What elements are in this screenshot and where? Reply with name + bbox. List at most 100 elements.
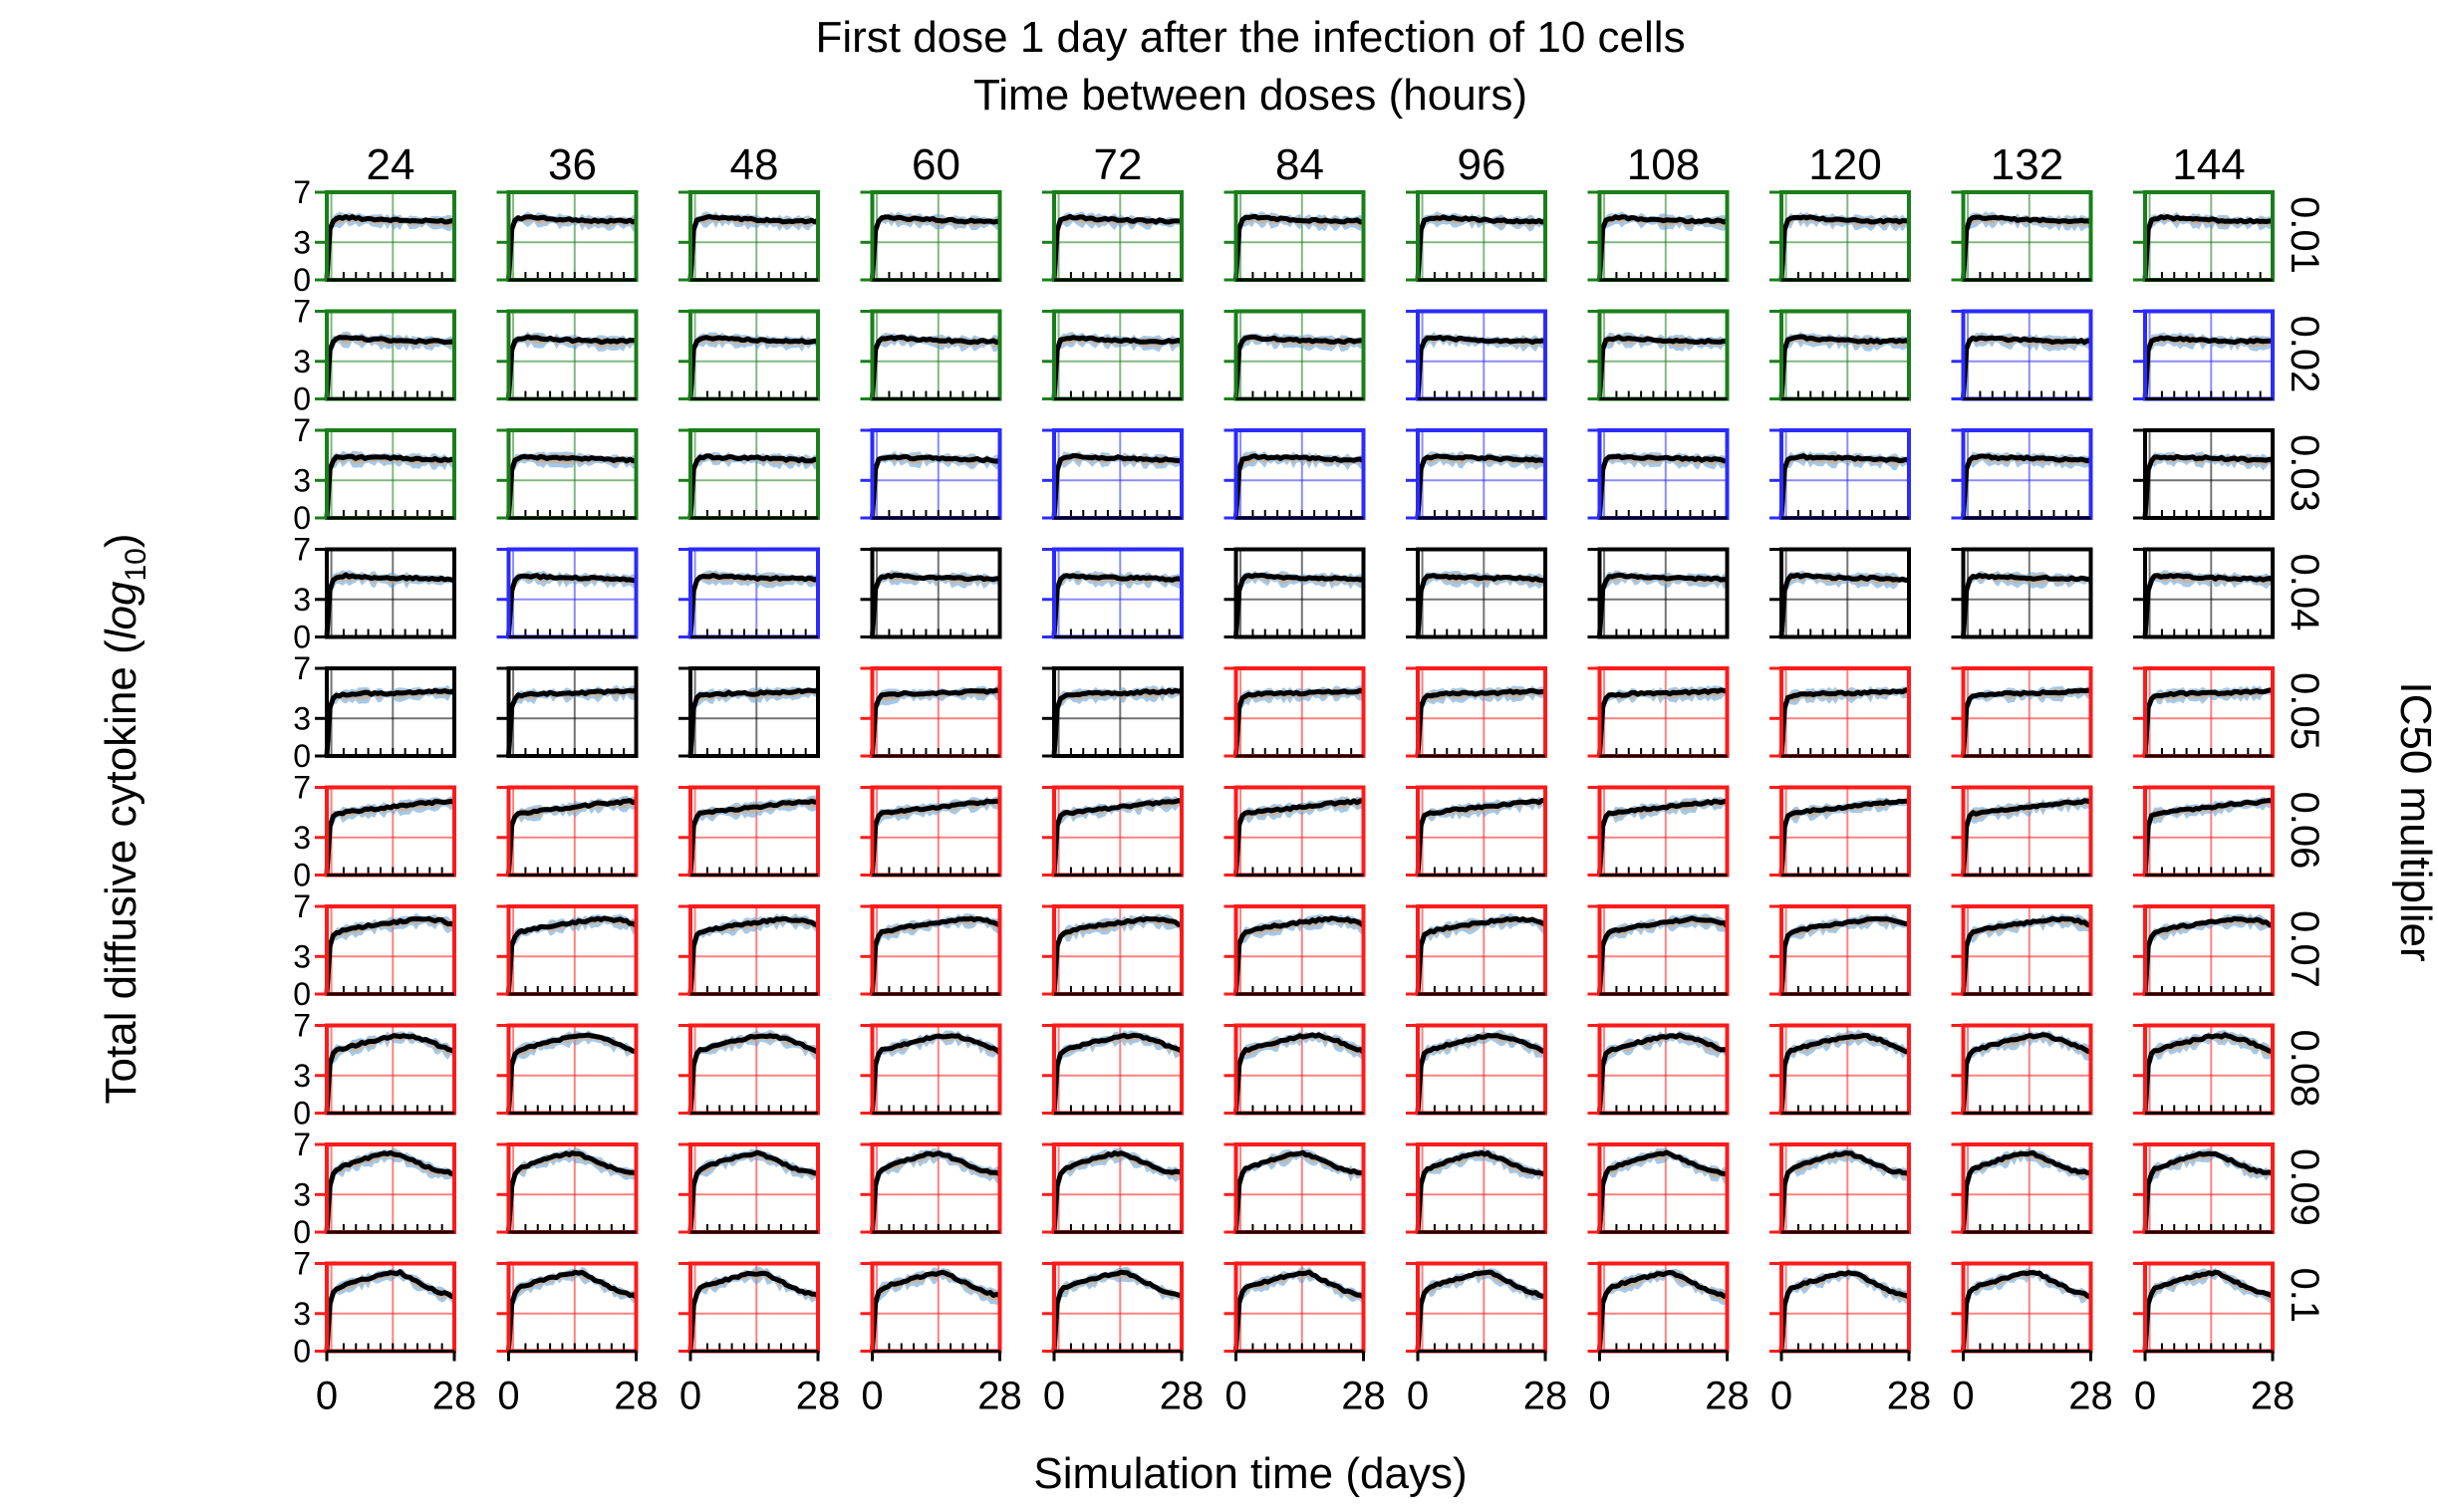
- panel-background: [1599, 192, 1728, 280]
- panel-background: [1781, 668, 1909, 756]
- x-tick-label: 28: [796, 1375, 841, 1418]
- panel: 0 28: [1042, 1261, 1205, 1418]
- x-tick-label: 28: [1341, 1375, 1386, 1418]
- panel: [1769, 309, 1911, 401]
- panel-background: [1781, 311, 1909, 399]
- panel: [860, 785, 1002, 878]
- series-band: [1599, 1268, 1728, 1352]
- panel: [1587, 190, 1730, 282]
- series-mean-line: [506, 453, 637, 519]
- panel-background: [2145, 1263, 2273, 1352]
- y-tick-label: 0: [293, 1214, 311, 1250]
- panel-background: [1963, 668, 2091, 756]
- y-tick-label: 7: [293, 294, 311, 330]
- panel: 0 28: [860, 1261, 1022, 1418]
- right-axis-title: IC50 multiplier: [2391, 681, 2438, 961]
- panel-background: [1963, 311, 2091, 399]
- series-band: [1235, 1266, 1364, 1352]
- series-mean-line: [1051, 452, 1183, 519]
- panel: [678, 1142, 820, 1234]
- series-mean-line: [506, 214, 638, 281]
- series-mean-line: [1233, 1269, 1365, 1351]
- series-mean-line: [1233, 798, 1364, 876]
- series-band: [508, 915, 637, 994]
- series-mean-line: [1778, 334, 1910, 399]
- panel: [1587, 666, 1730, 758]
- panel-background: [508, 549, 637, 637]
- series-mean-line: [1778, 798, 1910, 875]
- panel-background: [1418, 192, 1545, 280]
- panel-background: [1599, 549, 1728, 637]
- series-band: [1963, 798, 2091, 876]
- series-mean-line: [870, 214, 1000, 280]
- x-tick-label: 0: [1224, 1375, 1246, 1418]
- y-tick-label: 7: [293, 770, 311, 806]
- series-mean-line: [324, 1149, 455, 1232]
- panel: [1951, 666, 2093, 758]
- series-band: [2145, 796, 2273, 876]
- y-tick-label: 7: [293, 1008, 311, 1044]
- series-mean-line: [1961, 1270, 2092, 1351]
- x-tick-label: 28: [614, 1375, 659, 1418]
- series-band: [1781, 913, 1909, 994]
- series-band: [1418, 795, 1545, 876]
- column-label: 24: [367, 140, 415, 189]
- row-label: 0.04: [2283, 554, 2326, 631]
- series-mean-line: [1051, 687, 1183, 756]
- series-mean-line: [687, 214, 820, 281]
- panel: [1406, 190, 1547, 282]
- series-mean-line: [2142, 573, 2275, 637]
- series-band: [1963, 332, 2091, 399]
- y-tick-label: 0: [293, 738, 311, 774]
- series-band: [1054, 1147, 1182, 1232]
- series-mean-line: [870, 572, 1001, 637]
- series-mean-line: [1415, 573, 1546, 637]
- series-mean-line: [324, 799, 455, 875]
- y-tick-label: 3: [293, 1176, 311, 1212]
- column-label: 36: [548, 140, 597, 189]
- panel-background: [1781, 430, 1909, 518]
- panel-background: [508, 430, 637, 518]
- panel: [1587, 785, 1730, 878]
- series-mean-line: [1961, 1032, 2092, 1114]
- panel: [1951, 904, 2093, 996]
- panel: [1406, 666, 1547, 758]
- series-mean-line: [870, 453, 1001, 519]
- panel-background: [1235, 1144, 1364, 1232]
- x-tick-label: 0: [497, 1375, 519, 1418]
- y-tick-label: 3: [293, 224, 311, 260]
- y-tick-label: 3: [293, 820, 311, 856]
- series-mean-line: [1233, 687, 1365, 756]
- panel-background: [327, 311, 454, 399]
- panel: [1769, 190, 1911, 282]
- panel-background: [1235, 430, 1364, 518]
- panel: [1951, 190, 2093, 282]
- panel: 7 30: [293, 1127, 456, 1250]
- series-mean-line: [506, 334, 637, 399]
- panel: [860, 666, 1002, 758]
- x-tick-label: 28: [1160, 1375, 1205, 1418]
- panel: 7 30: [293, 770, 456, 893]
- panel: [1406, 904, 1547, 996]
- series-mean-line: [324, 335, 455, 399]
- panel: 0 28: [1951, 1261, 2113, 1418]
- panel: [860, 190, 1002, 282]
- series-mean-line: [1778, 453, 1911, 518]
- series-mean-line: [2142, 687, 2274, 756]
- series-mean-line: [506, 798, 638, 876]
- series-mean-line: [506, 1269, 638, 1352]
- panel: [1042, 547, 1184, 639]
- panel: [1042, 1023, 1184, 1116]
- x-tick-label: 0: [2134, 1375, 2156, 1418]
- y-tick-label: 3: [293, 700, 311, 736]
- series-mean-line: [1415, 687, 1546, 756]
- column-label: 60: [912, 140, 960, 189]
- series-band: [1235, 570, 1364, 637]
- panel-background: [1418, 430, 1545, 518]
- panel-background: [1054, 430, 1182, 518]
- panel-background: [1781, 1263, 1909, 1352]
- panel-background: [327, 549, 454, 637]
- series-mean-line: [1051, 1032, 1184, 1114]
- panel: [1769, 904, 1911, 996]
